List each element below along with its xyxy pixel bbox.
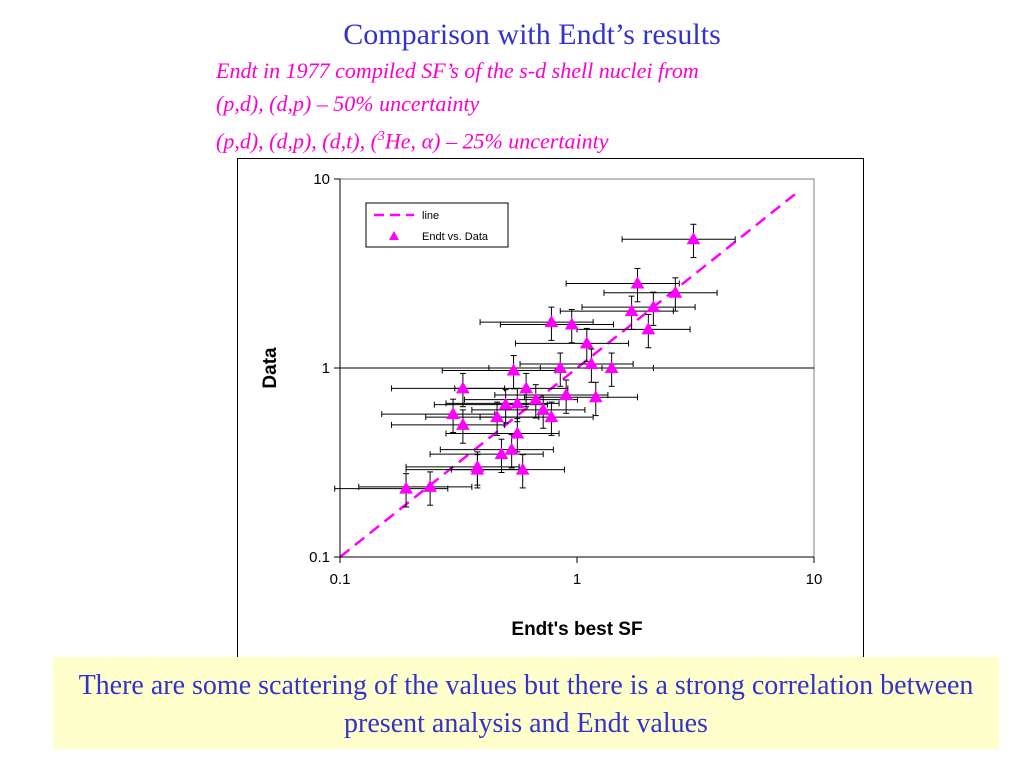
data-point-triangle bbox=[504, 442, 519, 455]
error-bar bbox=[391, 372, 506, 408]
legend-label-line: line bbox=[422, 210, 439, 222]
data-point-triangle bbox=[544, 410, 559, 423]
data-point-triangle bbox=[446, 407, 460, 420]
data-point-triangle bbox=[668, 285, 683, 298]
error-bar bbox=[603, 277, 718, 312]
x-tick-label: 10 bbox=[806, 571, 823, 588]
chart-frame: 0.1 1 10 0.1 1 10 Endt's best SF Data line Endt … bbox=[237, 158, 864, 670]
superscript-3: 3 bbox=[377, 129, 385, 144]
error-bar bbox=[621, 223, 736, 259]
data-point-triangle bbox=[544, 315, 559, 328]
data-point-triangle bbox=[588, 390, 603, 403]
x-tick-label: 1 bbox=[573, 571, 581, 588]
error-bar bbox=[576, 313, 691, 349]
data-point-triangle bbox=[559, 387, 574, 400]
data-point-triangle bbox=[519, 381, 533, 394]
data-point-triangle bbox=[510, 396, 525, 409]
subtitle-line-1: Endt in 1977 compiled SF’s of the s-d sh… bbox=[216, 58, 699, 83]
x-axis-label: Endt's best SF bbox=[511, 619, 642, 640]
alpha-symbol: α bbox=[421, 128, 434, 154]
y-tick-label: 10 bbox=[313, 171, 330, 188]
scatter-chart: 0.1 1 10 0.1 1 10 Endt's best SF Data line Endt … bbox=[260, 171, 823, 640]
data-point-triangle bbox=[646, 300, 661, 313]
error-bar bbox=[479, 306, 594, 341]
data-point-triangle bbox=[490, 410, 504, 423]
data-point-triangle bbox=[686, 232, 701, 245]
slide-title: Comparison with Endt’s results bbox=[343, 18, 721, 51]
subtitle-line-3-end: ) – 25% uncertainty bbox=[433, 128, 609, 154]
data-point-triangle bbox=[641, 322, 656, 335]
data-point-triangle bbox=[624, 304, 639, 317]
error-bar bbox=[439, 434, 554, 469]
error-bar bbox=[488, 352, 603, 387]
legend-label-series: Endt vs. Data bbox=[422, 231, 489, 243]
error-bar bbox=[519, 348, 634, 383]
data-point-triangle bbox=[604, 360, 619, 373]
data-point-triangle bbox=[456, 381, 470, 394]
data-point-triangle bbox=[470, 462, 485, 475]
data-point-triangle bbox=[528, 392, 543, 405]
data-point-triangle bbox=[506, 363, 521, 376]
error-bar bbox=[391, 409, 506, 444]
data-point-triangle bbox=[494, 447, 509, 460]
data-point-triangle bbox=[423, 479, 437, 492]
subtitle-line-3: (p,d), (d,p), (d,t), (3He, α) – 25% unce… bbox=[216, 120, 896, 157]
data-point-triangle bbox=[553, 360, 568, 373]
data-point-triangle bbox=[515, 462, 530, 475]
data-point-triangle bbox=[564, 317, 579, 330]
subtitle-line-3-he: He, bbox=[384, 128, 422, 154]
data-point-triangle bbox=[630, 276, 645, 289]
data-point-triangle bbox=[399, 481, 413, 494]
legend-triangle-swatch bbox=[389, 231, 399, 240]
data-point-triangle bbox=[584, 356, 599, 369]
subtitle-line-2: (p,d), (d,p) – 50% uncertainty bbox=[216, 91, 480, 116]
x-tick-label: 0.1 bbox=[330, 571, 351, 588]
conclusion-note: There are some scattering of the values … bbox=[53, 657, 999, 749]
data-point-triangle bbox=[510, 426, 525, 439]
data-point-triangle bbox=[498, 397, 513, 410]
data-point-triangle bbox=[536, 402, 551, 415]
y-tick-label: 1 bbox=[322, 360, 330, 377]
data-point-triangle bbox=[579, 336, 594, 349]
error-bar bbox=[441, 355, 556, 390]
error-bar bbox=[565, 268, 680, 303]
error-bar bbox=[450, 454, 565, 489]
error-bar bbox=[429, 438, 544, 473]
slide-subtitle: Endt in 1977 compiled SF’s of the s-d sh… bbox=[216, 54, 896, 157]
series-line-dashed bbox=[339, 193, 796, 558]
data-point-triangle bbox=[456, 417, 470, 430]
subtitle-line-3-start: (p,d), (d,p), (d,t), ( bbox=[216, 128, 378, 154]
y-tick-label: 0.1 bbox=[309, 549, 330, 566]
y-axis-label: Data bbox=[260, 347, 281, 389]
